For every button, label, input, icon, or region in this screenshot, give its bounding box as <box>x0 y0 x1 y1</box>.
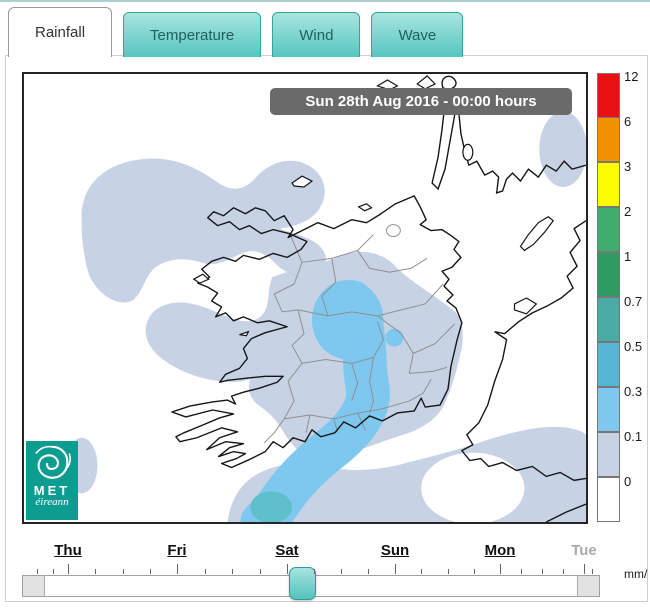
legend-entry-2: 2 <box>597 205 631 253</box>
rainfall-area-central <box>145 251 463 458</box>
rainfall-area-topright <box>539 111 586 187</box>
rainfall-blob-south <box>250 491 293 522</box>
tab-temperature[interactable]: Temperature <box>123 12 262 57</box>
legend-value: 2 <box>624 204 632 219</box>
ruler-minor-tick <box>37 569 38 574</box>
legend-entry-0.5: 0.5 <box>597 340 642 388</box>
ruler-minor-tick <box>123 569 124 574</box>
legend-swatch <box>597 207 620 252</box>
ruler-minor-tick <box>368 569 369 574</box>
lough-neagh <box>385 224 401 238</box>
map-timestamp-banner: Sun 28th Aug 2016 - 00:00 hours <box>270 88 572 115</box>
legend-value: 0.1 <box>624 429 643 444</box>
ruler-major-tick <box>287 564 288 574</box>
legend-entry-12: 12 <box>597 70 638 118</box>
ruler-minor-tick <box>542 569 543 574</box>
day-label-fri[interactable]: Fri <box>167 542 187 559</box>
day-label-sat[interactable]: Sat <box>275 542 299 559</box>
britain-coastline <box>460 220 586 522</box>
legend-value: 0.5 <box>624 339 643 354</box>
legend-entry-0.3: 0.3 <box>597 385 642 433</box>
tab-bar: Rainfall Temperature Wind Wave <box>8 0 474 57</box>
legend-value: 0.3 <box>624 384 643 399</box>
day-label-mon[interactable]: Mon <box>484 542 516 559</box>
day-label-thu[interactable]: Thu <box>54 542 82 559</box>
ruler-minor-tick <box>448 569 449 574</box>
legend-value: 0 <box>624 474 632 489</box>
timeline: Thu Fri Sat Sun Mon Tue <box>0 540 650 602</box>
time-slider-handle[interactable] <box>289 567 316 600</box>
logo-text-met: MET <box>33 483 71 498</box>
legend-entry-0.7: 0.7 <box>597 295 642 343</box>
ruler-minor-tick <box>521 569 522 574</box>
legend-swatch <box>597 432 620 477</box>
tab-wave[interactable]: Wave <box>371 12 464 57</box>
ireland-coastline <box>171 195 463 469</box>
ruler-minor-tick <box>53 569 54 574</box>
day-label-tue: Tue <box>571 542 597 559</box>
rainfall-legend: 12 6 3 2 1 0.7 0.5 0.3 0.1 0 mm/ <box>597 70 650 581</box>
legend-unit-label: mm/ <box>624 567 648 581</box>
ruler-major-tick <box>500 564 501 574</box>
ruler-minor-tick <box>260 569 261 574</box>
legend-swatch <box>597 73 620 118</box>
logo-text-eireann: éireann <box>35 496 69 508</box>
met-eireann-spiral-icon <box>35 445 71 479</box>
day-label-sun[interactable]: Sun <box>380 542 410 559</box>
tab-wind[interactable]: Wind <box>272 12 361 57</box>
legend-entry-6: 6 <box>597 115 631 163</box>
top-accent-line <box>0 0 650 2</box>
legend-value: 3 <box>624 159 632 174</box>
legend-swatch <box>597 252 620 297</box>
ruler-minor-tick <box>341 569 342 574</box>
legend-entry-1: 1 <box>597 250 631 298</box>
islands <box>192 75 555 337</box>
ruler-minor-tick <box>563 569 564 574</box>
rainfall-map: Sun 28th Aug 2016 - 00:00 hours MET éire… <box>22 72 588 524</box>
legend-swatch <box>597 387 620 432</box>
rainfall-spot-east <box>385 328 404 347</box>
ruler-minor-tick <box>592 569 593 574</box>
ireland-map-svg <box>65 75 586 522</box>
tab-rainfall[interactable]: Rainfall <box>8 7 113 57</box>
legend-value: 0.7 <box>624 294 643 309</box>
legend-value: 1 <box>624 249 632 264</box>
ruler-major-tick <box>395 564 396 574</box>
legend-entry-0.1: 0.1 <box>597 430 642 478</box>
slider-left-cap[interactable] <box>23 576 45 596</box>
met-eireann-logo: MET éireann <box>26 441 78 520</box>
legend-value: 12 <box>624 69 639 84</box>
legend-value: 6 <box>624 114 632 129</box>
legend-swatch <box>597 477 620 522</box>
ruler-major-tick <box>177 564 178 574</box>
ruler-minor-tick <box>205 569 206 574</box>
ruler-minor-tick <box>421 569 422 574</box>
slider-right-cap[interactable] <box>577 576 599 596</box>
legend-swatch <box>597 342 620 387</box>
ruler-major-tick <box>584 564 585 574</box>
arran-island <box>462 143 474 161</box>
legend-swatch <box>597 117 620 162</box>
ruler-major-tick <box>68 564 69 574</box>
ruler-minor-tick <box>314 569 315 574</box>
rainfall-area-nw <box>81 158 326 303</box>
rain-gap <box>421 452 525 522</box>
legend-entry-0: 0 <box>597 475 631 523</box>
legend-swatch <box>597 162 620 207</box>
ruler-minor-tick <box>232 569 233 574</box>
legend-entry-3: 3 <box>597 160 631 208</box>
ruler-minor-tick <box>95 569 96 574</box>
ruler-minor-tick <box>150 569 151 574</box>
legend-swatch <box>597 297 620 342</box>
ruler-minor-tick <box>474 569 475 574</box>
